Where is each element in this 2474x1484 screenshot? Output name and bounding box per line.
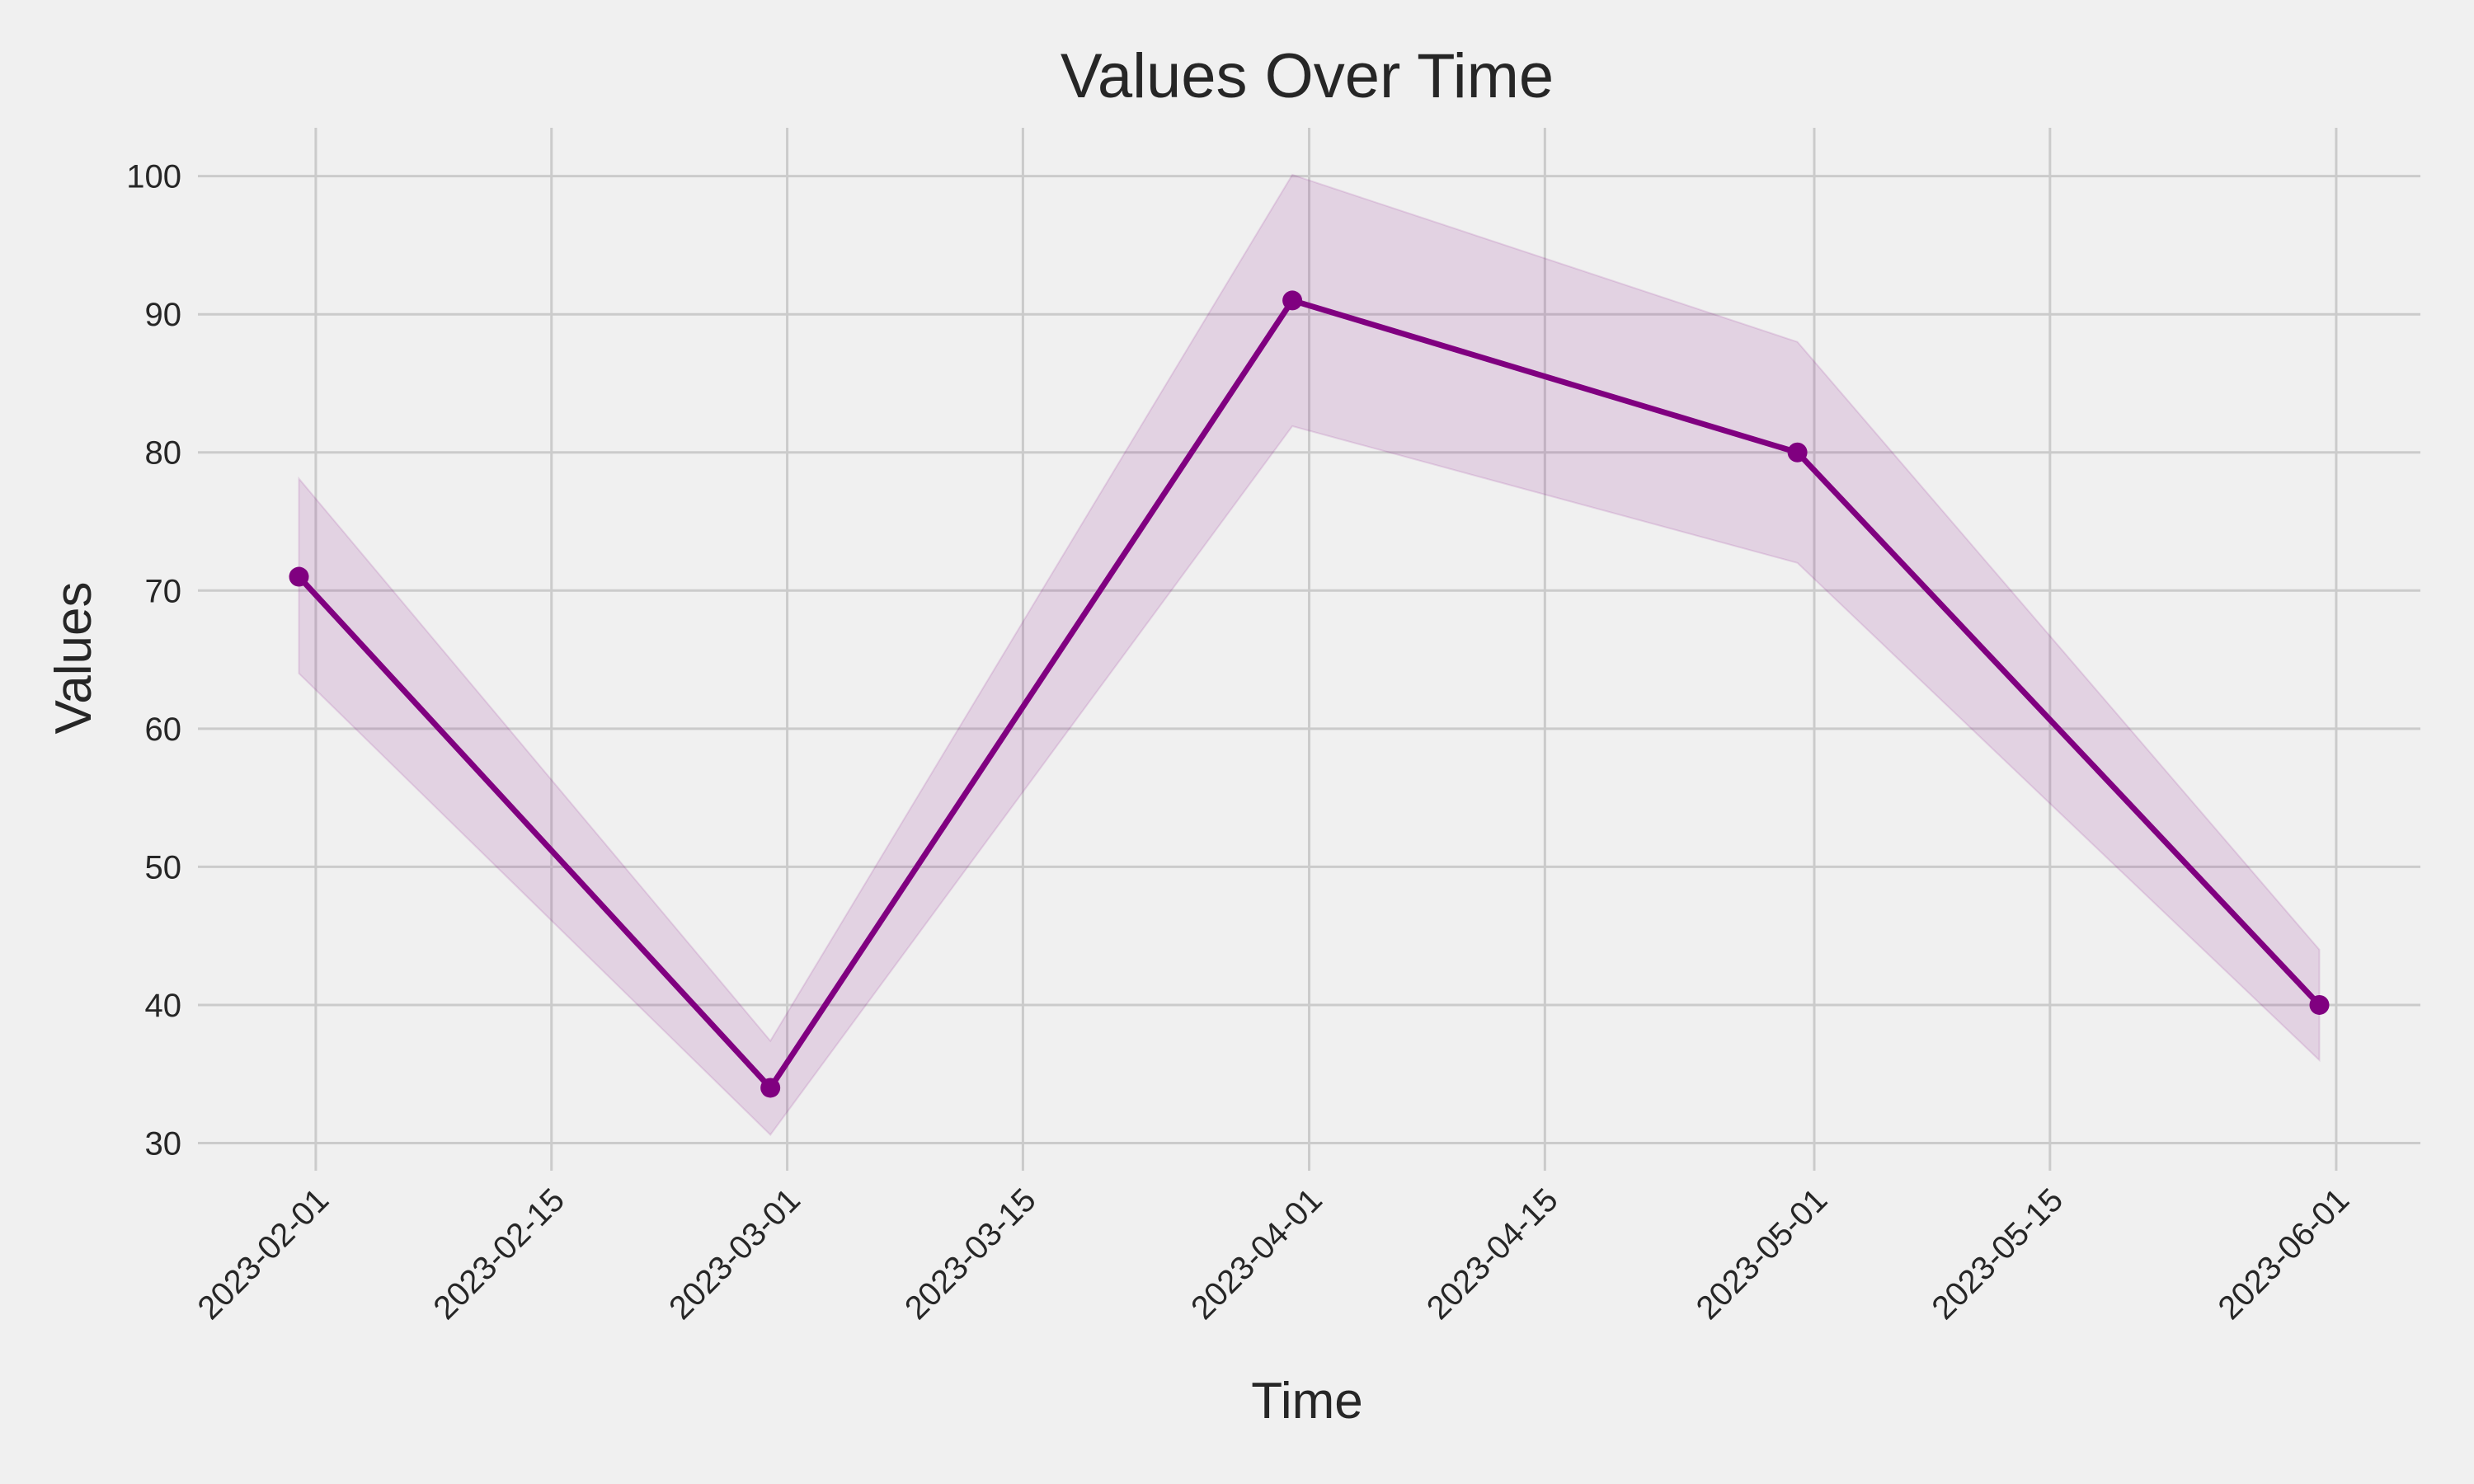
data-point <box>289 566 309 587</box>
x-tick-label: 2023-06-01 <box>2211 1181 2356 1327</box>
x-tick-label: 2023-04-15 <box>1420 1181 1565 1327</box>
y-tick-label: 60 <box>145 711 182 748</box>
chart-title: Values Over Time <box>1061 41 1554 111</box>
confidence-band-layer <box>298 173 2321 1136</box>
y-axis-label: Values <box>45 582 102 735</box>
x-tick-label: 2023-05-01 <box>1690 1181 1835 1327</box>
data-points-layer <box>289 290 2330 1098</box>
x-tick-label: 2023-04-01 <box>1184 1181 1329 1327</box>
y-tick-label: 30 <box>145 1125 182 1162</box>
y-tick-label: 70 <box>145 573 182 609</box>
y-tick-label: 100 <box>126 159 181 195</box>
x-tick-label: 2023-05-15 <box>1925 1181 2070 1327</box>
y-tick-label: 50 <box>145 849 182 885</box>
data-point <box>1787 442 1808 463</box>
data-point <box>760 1078 781 1098</box>
y-tick-label: 90 <box>145 297 182 333</box>
data-point <box>1282 290 1303 311</box>
y-tick-label: 80 <box>145 435 182 472</box>
y-tick-label: 40 <box>145 988 182 1024</box>
x-tick-label: 2023-03-15 <box>898 1181 1043 1327</box>
data-point <box>2309 994 2330 1015</box>
x-axis-label: Time <box>1251 1373 1362 1430</box>
confidence-band <box>298 173 2321 1136</box>
x-tick-label: 2023-02-01 <box>190 1181 336 1327</box>
x-tick-label: 2023-02-15 <box>426 1181 571 1327</box>
x-tick-label: 2023-03-01 <box>662 1181 807 1327</box>
